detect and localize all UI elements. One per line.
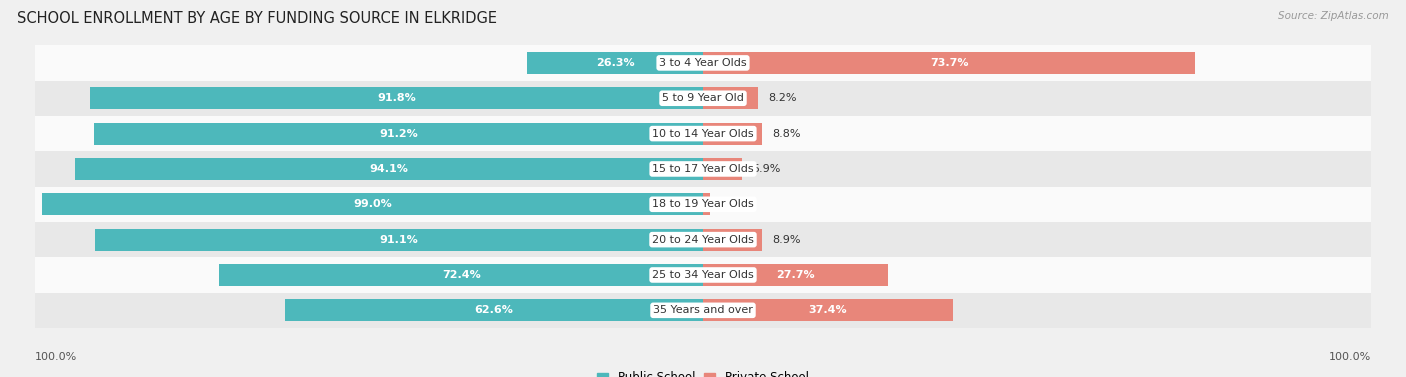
Text: SCHOOL ENROLLMENT BY AGE BY FUNDING SOURCE IN ELKRIDGE: SCHOOL ENROLLMENT BY AGE BY FUNDING SOUR…	[17, 11, 496, 26]
Text: 26.3%: 26.3%	[596, 58, 634, 68]
Bar	[42, 193, 703, 215]
Text: 62.6%: 62.6%	[475, 305, 513, 315]
Text: 5 to 9 Year Old: 5 to 9 Year Old	[662, 93, 744, 103]
Bar	[90, 87, 703, 109]
Text: 100.0%: 100.0%	[1329, 352, 1371, 362]
Bar	[703, 299, 953, 321]
Text: 5.9%: 5.9%	[752, 164, 780, 174]
Text: 8.2%: 8.2%	[768, 93, 796, 103]
Text: 25 to 34 Year Olds: 25 to 34 Year Olds	[652, 270, 754, 280]
Text: 91.2%: 91.2%	[380, 129, 418, 139]
Text: 94.1%: 94.1%	[370, 164, 408, 174]
Text: 91.8%: 91.8%	[377, 93, 416, 103]
Text: 15 to 17 Year Olds: 15 to 17 Year Olds	[652, 164, 754, 174]
Bar	[219, 264, 703, 286]
Text: 3 to 4 Year Olds: 3 to 4 Year Olds	[659, 58, 747, 68]
Bar	[75, 158, 703, 180]
Bar	[35, 222, 1371, 257]
Text: 35 Years and over: 35 Years and over	[652, 305, 754, 315]
Bar	[527, 52, 703, 74]
Bar	[285, 299, 703, 321]
Text: 8.8%: 8.8%	[772, 129, 800, 139]
Bar	[35, 151, 1371, 187]
Bar	[35, 116, 1371, 151]
Text: 73.7%: 73.7%	[929, 58, 969, 68]
Bar	[703, 264, 889, 286]
Text: 91.1%: 91.1%	[380, 234, 418, 245]
Text: 1.0%: 1.0%	[720, 199, 748, 209]
Bar	[703, 229, 762, 251]
Text: 27.7%: 27.7%	[776, 270, 815, 280]
Text: 99.0%: 99.0%	[353, 199, 392, 209]
Bar	[35, 187, 1371, 222]
Text: 72.4%: 72.4%	[441, 270, 481, 280]
Text: 37.4%: 37.4%	[808, 305, 848, 315]
Text: Source: ZipAtlas.com: Source: ZipAtlas.com	[1278, 11, 1389, 21]
Bar	[94, 123, 703, 144]
Text: 20 to 24 Year Olds: 20 to 24 Year Olds	[652, 234, 754, 245]
Bar	[94, 229, 703, 251]
Bar	[703, 52, 1195, 74]
Bar	[703, 158, 742, 180]
Bar	[703, 123, 762, 144]
Legend: Public School, Private School: Public School, Private School	[598, 371, 808, 377]
Bar	[35, 293, 1371, 328]
Text: 8.9%: 8.9%	[772, 234, 801, 245]
Bar	[35, 45, 1371, 81]
Bar	[35, 257, 1371, 293]
Bar	[35, 81, 1371, 116]
Text: 18 to 19 Year Olds: 18 to 19 Year Olds	[652, 199, 754, 209]
Bar	[703, 87, 758, 109]
Bar	[703, 193, 710, 215]
Text: 100.0%: 100.0%	[35, 352, 77, 362]
Text: 10 to 14 Year Olds: 10 to 14 Year Olds	[652, 129, 754, 139]
